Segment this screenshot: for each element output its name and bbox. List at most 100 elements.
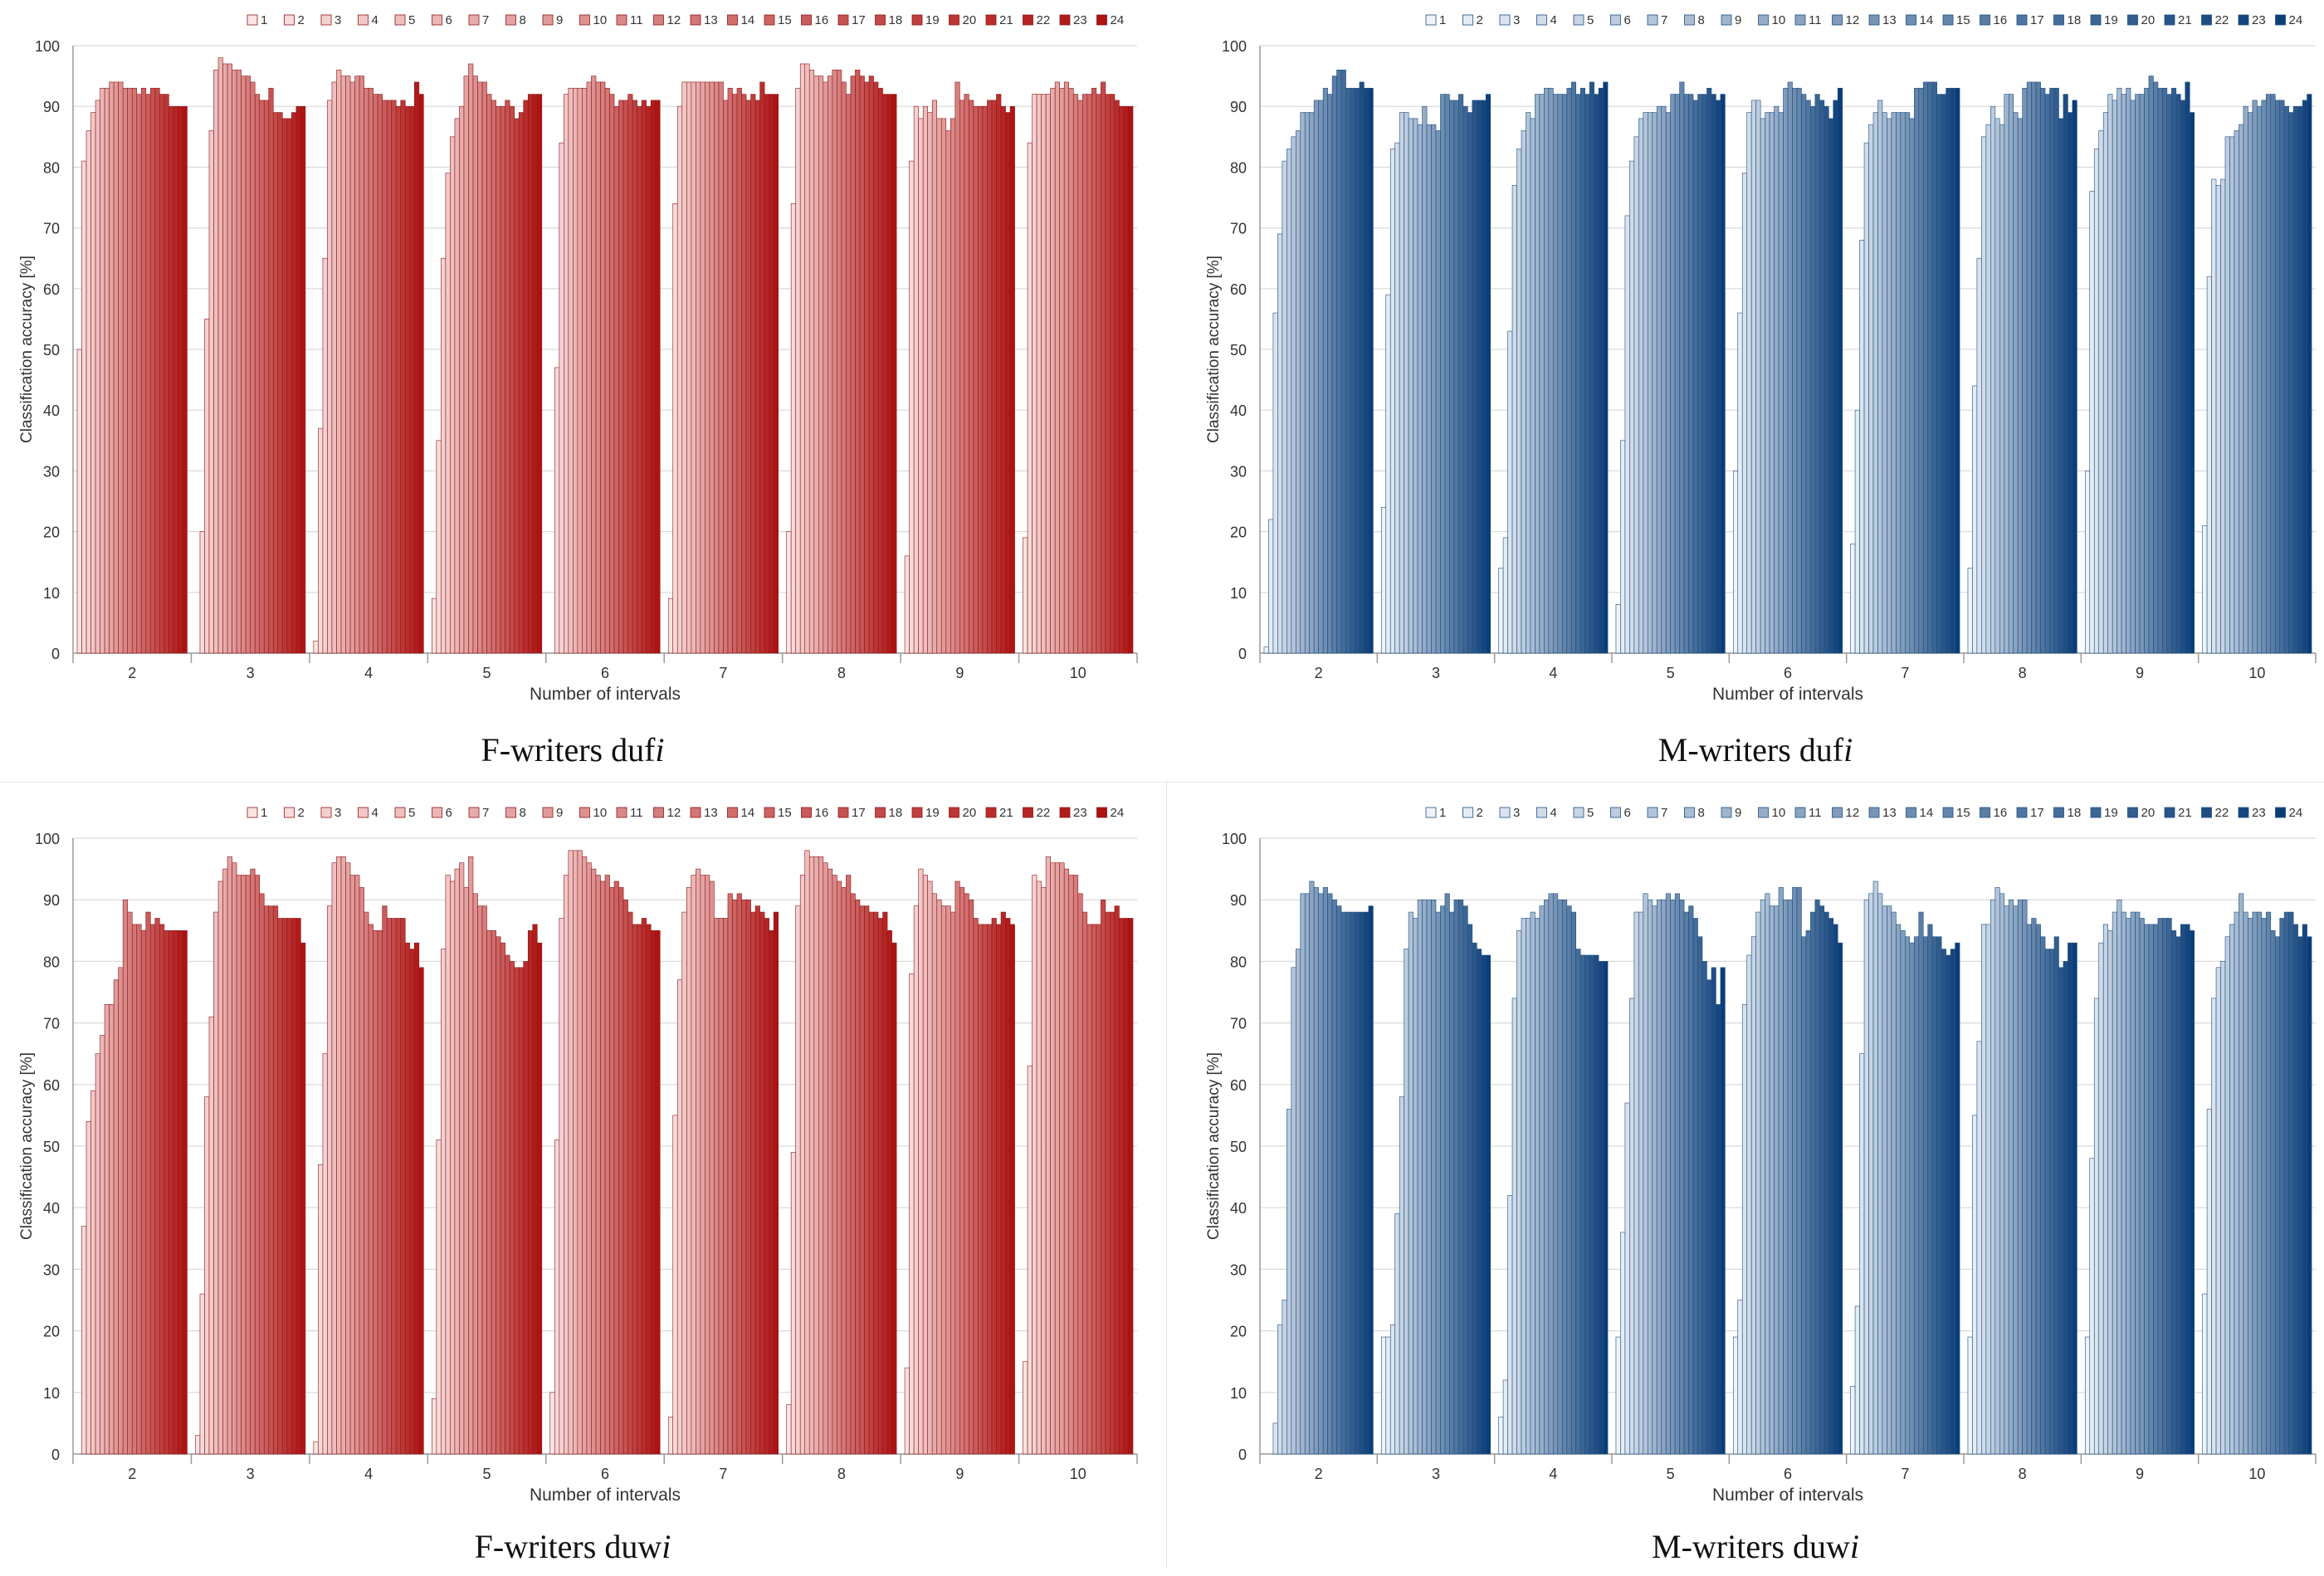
bar — [204, 1096, 210, 1455]
y-tick-label: 10 — [43, 1385, 60, 1402]
bar — [1331, 76, 1337, 654]
bar — [927, 112, 933, 654]
bar — [2206, 1109, 2212, 1455]
bar — [2116, 87, 2122, 654]
bar — [2026, 924, 2032, 1455]
legend-swatch — [1499, 14, 1511, 26]
bar — [2257, 105, 2263, 654]
x-tick-label: 10 — [2248, 1466, 2265, 1482]
bar — [136, 924, 142, 1455]
legend-label: 13 — [704, 806, 718, 820]
bar — [554, 367, 560, 654]
bar — [1950, 87, 1955, 654]
bar — [500, 942, 505, 1455]
bar — [1891, 911, 1897, 1455]
bar — [1364, 911, 1370, 1455]
bar — [373, 94, 378, 654]
bar — [1300, 112, 1306, 654]
y-tick-label: 80 — [1230, 159, 1247, 176]
bar — [764, 94, 769, 654]
legend-label: 18 — [889, 13, 903, 27]
legend-swatch — [1536, 14, 1547, 26]
bar — [1584, 94, 1590, 654]
bar — [1548, 87, 1554, 654]
bar — [2211, 178, 2217, 654]
bar — [1688, 94, 1694, 654]
bar — [1110, 911, 1116, 1455]
bar — [1941, 949, 1946, 1455]
bar — [595, 875, 601, 1455]
bar — [391, 100, 397, 654]
legend-label: 11 — [1809, 806, 1822, 820]
bar — [1683, 911, 1689, 1455]
bar — [1462, 905, 1468, 1455]
bar — [259, 893, 265, 1455]
bar — [2274, 100, 2281, 654]
bar — [1941, 94, 1946, 654]
bar — [1277, 1324, 1283, 1455]
bar — [2224, 136, 2230, 654]
bar — [1805, 930, 1811, 1455]
legend-label: 23 — [1073, 13, 1087, 27]
y-tick-label: 50 — [43, 342, 60, 359]
bar — [931, 100, 938, 654]
y-tick-label: 70 — [43, 1016, 60, 1032]
x-tick-label: 7 — [1901, 1466, 1909, 1482]
legend-label: 2 — [298, 13, 305, 27]
bar — [1594, 954, 1599, 1455]
bar — [2252, 100, 2258, 654]
legend-label: 21 — [2178, 806, 2192, 820]
bar — [118, 967, 124, 1455]
bar — [2239, 893, 2244, 1455]
bar — [1535, 94, 1540, 654]
bar — [641, 100, 647, 654]
bar — [1380, 1336, 1387, 1455]
bar — [450, 881, 456, 1455]
bar — [718, 81, 724, 654]
bar — [1922, 81, 1929, 654]
bar — [813, 856, 819, 1455]
legend-label: 2 — [298, 806, 305, 820]
bar — [773, 911, 779, 1455]
bar — [213, 911, 219, 1455]
bar — [667, 598, 674, 654]
legend-label: 8 — [520, 13, 526, 27]
bar — [182, 105, 188, 654]
bar — [1589, 954, 1594, 1455]
bar — [1511, 998, 1517, 1455]
legend-swatch — [1647, 14, 1658, 26]
y-tick-label: 40 — [1230, 403, 1247, 419]
legend-swatch — [505, 14, 516, 26]
y-tick-label: 20 — [43, 1324, 60, 1340]
bar — [987, 100, 993, 654]
bar — [823, 862, 828, 1455]
bar — [1927, 81, 1933, 654]
bar — [2171, 87, 2177, 654]
bar — [1561, 94, 1568, 654]
bar — [804, 63, 810, 654]
bar — [2102, 924, 2108, 1455]
legend-swatch — [1942, 807, 1954, 818]
bar — [1068, 87, 1074, 654]
bar — [841, 887, 847, 1455]
bar — [1566, 905, 1572, 1455]
bar — [568, 850, 574, 1455]
bar — [586, 81, 592, 654]
bar — [1661, 105, 1667, 654]
bar — [1557, 899, 1563, 1455]
x-tick-label: 4 — [364, 665, 373, 681]
bar — [104, 87, 110, 654]
y-axis-label: Classification accuracy [%] — [18, 1052, 36, 1240]
chart-caption: F-writers duwi — [474, 1528, 671, 1565]
bar — [1413, 118, 1418, 654]
bar — [1472, 942, 1477, 1455]
bar — [454, 118, 460, 654]
bar — [1900, 112, 1906, 654]
bar — [732, 899, 738, 1455]
bar — [1732, 1336, 1739, 1455]
chart-caption: M-writers dufi — [1658, 731, 1853, 768]
bar — [404, 942, 411, 1455]
bar — [613, 881, 619, 1455]
legend-swatch — [2275, 14, 2286, 26]
legend-swatch — [2090, 807, 2102, 818]
